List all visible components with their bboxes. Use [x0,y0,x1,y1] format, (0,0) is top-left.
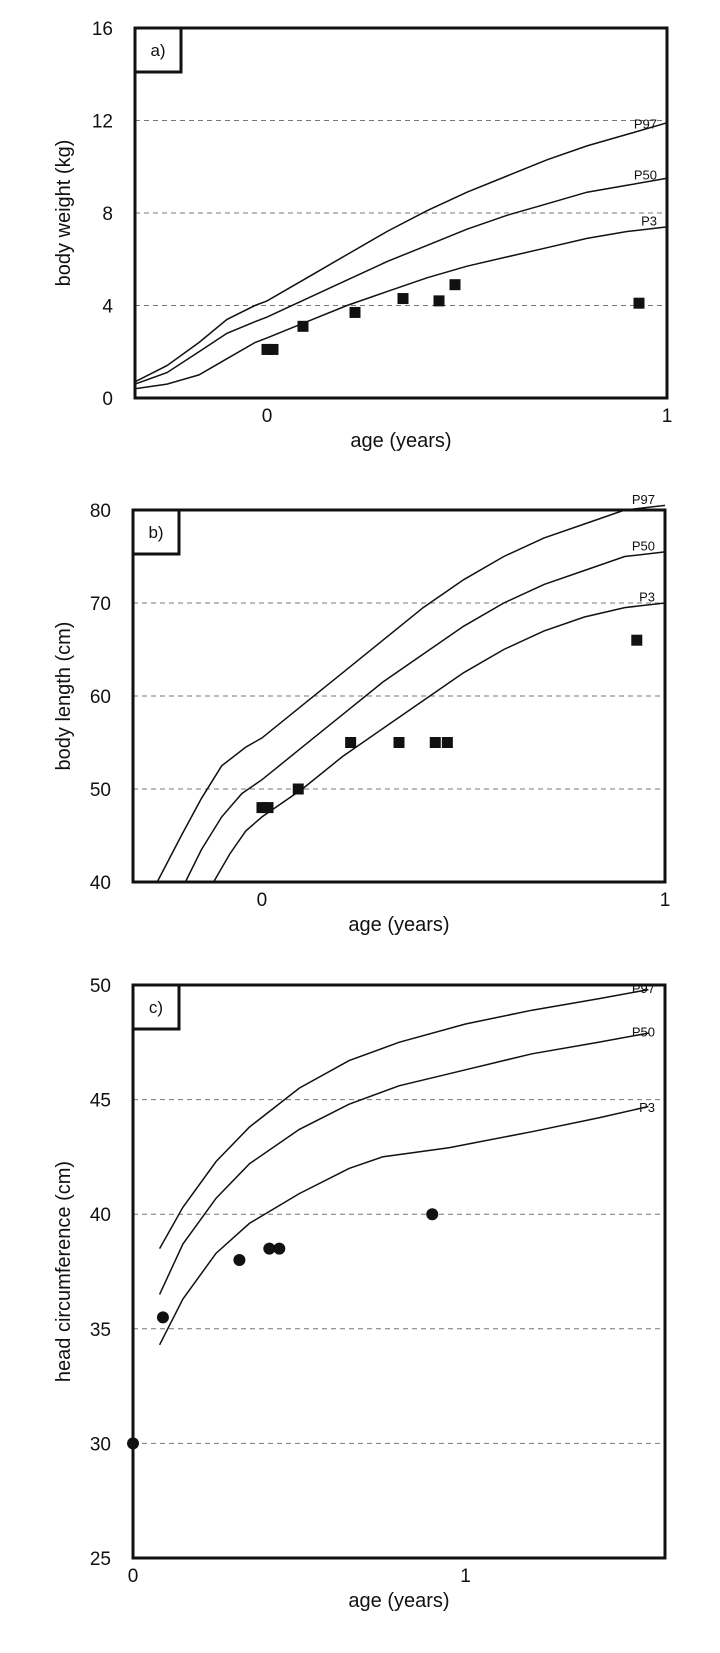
data-point [261,343,273,355]
curve-p3 [158,1105,649,1346]
y-tick-label: 30 [90,1434,111,1455]
x-tick-label: 0 [128,1566,139,1587]
curve-p97 [158,988,649,1249]
y-tick-label: 50 [90,976,111,997]
x-axis-label: age (years) [350,430,451,452]
data-point [292,783,304,795]
y-tick-label: 80 [90,501,111,522]
x-tick-label: 0 [257,890,268,911]
x-axis-label: age (years) [348,914,449,936]
curve-label-p50: P50 [632,539,655,554]
panel-label: c) [149,998,163,1017]
curve-p97 [156,504,666,883]
y-axis-label: head circumference (cm) [53,1161,75,1382]
data-point [633,297,645,309]
data-point [233,1254,246,1267]
data-point [263,1242,276,1255]
data-point [262,802,274,814]
y-tick-label: 40 [90,1205,111,1226]
data-point [429,737,441,748]
curve-p50 [134,177,668,385]
y-tick-label: 70 [90,594,111,615]
plot-frame [131,983,667,1560]
x-tick-label: 1 [460,1566,471,1587]
y-tick-label: 60 [90,687,111,708]
chart-panel-b: P97 P50 P3 b) 40 50 60 70 80 0 1 age (years) body le… [53,492,670,936]
x-tick-label: 0 [262,406,273,427]
data-point [433,295,445,307]
data-point [449,279,461,291]
data-point [267,343,279,355]
plot-frame [133,26,669,400]
curve-label-p97: P97 [634,116,657,131]
y-tick-label: 35 [90,1320,111,1341]
data-point [273,1242,286,1255]
plot-frame [131,508,667,884]
panel-label-box [133,26,183,74]
panel-label-box [131,508,181,556]
curve-p50 [184,551,666,883]
y-tick-label: 0 [102,389,113,410]
y-tick-label: 25 [90,1549,111,1570]
curve-label-p97: P97 [632,492,655,507]
panel-label: b) [148,523,163,542]
curve-label-p3: P3 [639,1100,655,1115]
data-point [631,634,643,646]
panel-label: a) [150,41,165,60]
curve-p3 [212,602,666,883]
chart-panel-c: P97 P50 P3 c) 25 30 35 40 45 50 0 1 age (years) head … [53,976,667,1612]
curve-p97 [134,122,668,383]
data-point [297,320,309,332]
chart-panel-a: P97 P50 P3 a) 0 4 8 12 16 0 1 age (years) body weigh… [53,19,672,452]
data-point [393,737,405,748]
curve-p50 [158,1032,649,1295]
curve-label-p50: P50 [634,167,657,182]
y-axis-label: body weight (kg) [53,140,75,287]
y-axis-label: body length (cm) [53,622,75,771]
data-point [397,293,409,305]
curve-label-p50: P50 [632,1024,655,1039]
data-point [426,1208,439,1221]
y-tick-label: 16 [92,19,113,40]
data-point [345,737,357,748]
curve-label-p97: P97 [632,981,655,996]
y-tick-label: 12 [92,112,113,133]
y-tick-label: 40 [90,873,111,894]
y-tick-label: 45 [90,1091,111,1112]
curve-label-p3: P3 [641,214,657,229]
panel-label-box [131,983,181,1031]
x-tick-label: 1 [662,406,673,427]
y-tick-label: 4 [102,297,113,318]
data-point [156,1311,169,1324]
x-axis-label: age (years) [348,1590,449,1612]
data-point [256,802,268,814]
y-tick-label: 8 [102,204,113,225]
x-tick-label: 1 [660,890,671,911]
y-tick-label: 50 [90,780,111,801]
curve-p3 [134,226,668,390]
data-point [349,306,361,318]
curve-label-p3: P3 [639,590,655,605]
data-point [441,737,453,748]
